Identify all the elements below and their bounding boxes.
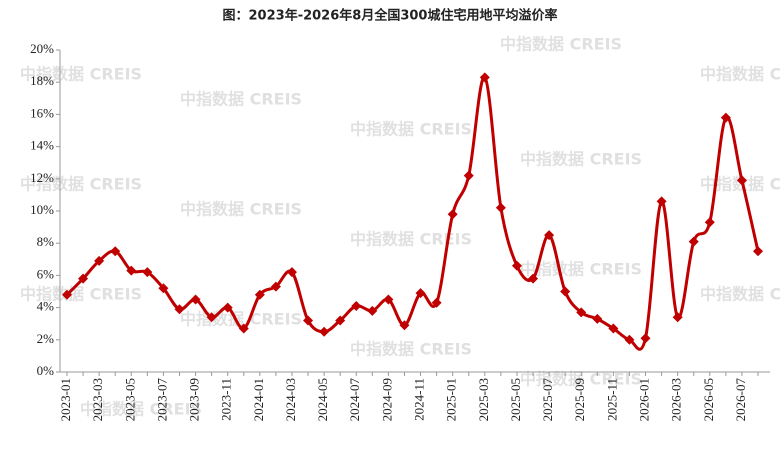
x-tick-label: 2023-09: [187, 378, 202, 421]
x-tick-label: 2023-05: [122, 378, 137, 421]
y-tick-label: 20%: [30, 41, 54, 56]
watermark: 中指数据 CREIS: [520, 150, 642, 169]
watermark: 中指数据 CREIS: [520, 370, 642, 389]
marker: [94, 255, 105, 266]
marker: [511, 260, 522, 271]
x-tick-label: 2025-09: [572, 378, 587, 421]
marker: [528, 273, 539, 284]
marker: [447, 209, 458, 220]
x-tick-label: 2025-05: [508, 378, 523, 421]
marker: [78, 273, 89, 284]
marker: [367, 305, 378, 316]
x-tick-label: 2024-09: [379, 378, 394, 421]
marker: [415, 288, 426, 299]
y-tick-label: 4%: [37, 299, 55, 314]
watermark: 中指数据 CREIS: [350, 340, 472, 359]
y-tick-label: 14%: [30, 138, 54, 153]
marker: [608, 323, 619, 334]
marker: [656, 196, 667, 207]
marker: [383, 294, 394, 305]
y-tick-label: 10%: [30, 202, 54, 217]
marker: [190, 294, 201, 305]
marker: [640, 333, 651, 344]
marker: [624, 334, 635, 345]
x-tick-label: 2026-05: [701, 378, 716, 421]
x-tick-label: 2024-11: [412, 378, 427, 421]
y-tick-label: 18%: [30, 73, 54, 88]
y-tick-label: 12%: [30, 170, 54, 185]
y-tick-label: 6%: [37, 266, 55, 281]
marker: [222, 302, 233, 313]
y-tick-label: 16%: [30, 105, 54, 120]
marker: [238, 323, 249, 334]
marker: [126, 265, 137, 276]
x-tick-label: 2023-11: [219, 378, 234, 421]
marker: [206, 312, 217, 323]
marker: [736, 175, 747, 186]
marker: [576, 307, 587, 318]
marker: [544, 230, 555, 241]
x-tick-label: 2023-01: [58, 378, 73, 421]
marker: [672, 312, 683, 323]
marker: [110, 246, 121, 257]
marker: [174, 304, 185, 315]
marker: [479, 72, 490, 83]
marker: [270, 281, 281, 292]
x-tick-label: 2023-03: [90, 378, 105, 421]
marker: [753, 246, 763, 257]
x-tick-label: 2023-07: [154, 378, 169, 422]
watermark: 中指数据 CREIS: [20, 175, 142, 194]
watermark: 中指数据 CREIS: [180, 90, 302, 109]
x-tick-label: 2025-03: [476, 378, 491, 421]
marker: [142, 267, 153, 278]
watermark: 中指数据 CREIS: [500, 35, 622, 54]
marker: [254, 289, 265, 300]
marker: [720, 112, 731, 123]
watermark: 中指数据 CREIS: [700, 65, 780, 84]
x-tick-label: 2025-11: [604, 378, 619, 421]
y-tick-label: 0%: [37, 363, 55, 378]
watermark: 中指数据 CREIS: [700, 175, 780, 194]
marker: [286, 267, 297, 278]
y-tick-label: 2%: [37, 331, 55, 346]
watermark: 中指数据 CREIS: [20, 65, 142, 84]
y-tick-label: 8%: [37, 234, 55, 249]
x-tick-label: 2024-03: [283, 378, 298, 421]
marker: [688, 236, 699, 247]
marker: [592, 313, 603, 324]
x-tick-label: 2026-01: [636, 378, 651, 421]
marker: [158, 283, 169, 294]
marker: [399, 320, 410, 331]
x-tick-label: 2026-03: [669, 378, 684, 421]
marker: [704, 217, 715, 228]
watermark: 中指数据 CREIS: [80, 400, 202, 419]
watermark: 中指数据 CREIS: [700, 285, 780, 304]
marker: [62, 289, 72, 300]
marker: [560, 286, 571, 297]
x-tick-label: 2024-07: [347, 378, 362, 422]
marker: [351, 300, 362, 311]
watermark: 中指数据 CREIS: [520, 260, 642, 279]
marker: [495, 202, 506, 213]
marker: [463, 170, 474, 181]
watermark: 中指数据 CREIS: [350, 120, 472, 139]
watermark: 中指数据 CREIS: [350, 230, 472, 249]
x-tick-label: 2026-07: [733, 378, 748, 422]
x-tick-label: 2025-07: [540, 378, 555, 422]
marker: [303, 315, 314, 326]
marker: [335, 315, 346, 326]
watermark: 中指数据 CREIS: [180, 200, 302, 219]
x-tick-label: 2025-01: [444, 378, 459, 421]
chart-title: 图：2023年-2026年8月全国300城住宅用地平均溢价率: [223, 8, 558, 24]
marker: [431, 297, 442, 308]
line: [65, 75, 760, 351]
x-tick-label: 2024-01: [251, 378, 266, 421]
watermark: 中指数据 CREIS: [20, 285, 142, 304]
x-tick-label: 2024-05: [315, 378, 330, 421]
marker: [319, 326, 330, 337]
